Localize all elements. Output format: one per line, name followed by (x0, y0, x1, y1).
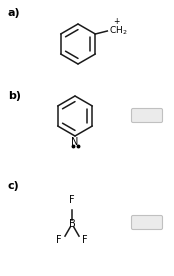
Text: F: F (69, 195, 75, 205)
Text: F: F (56, 235, 62, 245)
Text: c): c) (8, 181, 20, 191)
Text: +: + (113, 17, 120, 26)
Text: F: F (82, 235, 88, 245)
Text: CH$_2$: CH$_2$ (109, 25, 128, 37)
Text: B: B (69, 219, 75, 229)
Text: a): a) (8, 8, 21, 18)
Text: b): b) (8, 91, 21, 101)
FancyBboxPatch shape (132, 108, 163, 123)
Text: N: N (71, 137, 79, 147)
FancyBboxPatch shape (132, 216, 163, 230)
